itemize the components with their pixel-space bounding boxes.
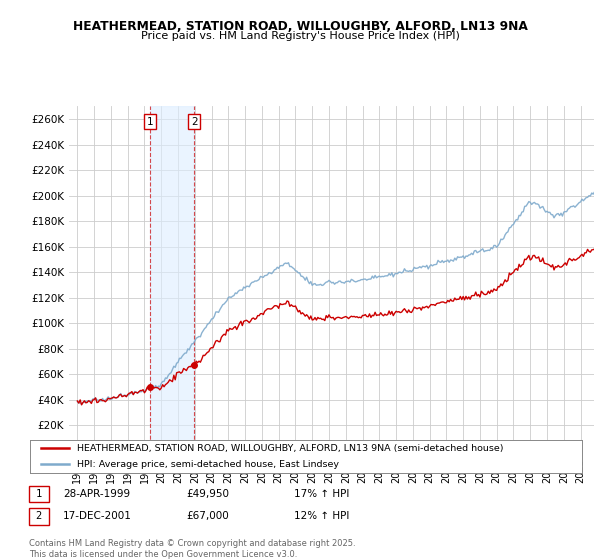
Text: 17% ↑ HPI: 17% ↑ HPI bbox=[294, 489, 349, 499]
Text: HPI: Average price, semi-detached house, East Lindsey: HPI: Average price, semi-detached house,… bbox=[77, 460, 339, 469]
Text: 2: 2 bbox=[35, 511, 42, 521]
Text: £49,950: £49,950 bbox=[186, 489, 229, 499]
Text: HEATHERMEAD, STATION ROAD, WILLOUGHBY, ALFORD, LN13 9NA: HEATHERMEAD, STATION ROAD, WILLOUGHBY, A… bbox=[73, 20, 527, 32]
Text: 1: 1 bbox=[35, 489, 42, 499]
Text: £67,000: £67,000 bbox=[186, 511, 229, 521]
Text: 1: 1 bbox=[146, 116, 153, 127]
Bar bbox=[150, 106, 194, 451]
Text: 17-DEC-2001: 17-DEC-2001 bbox=[63, 511, 132, 521]
Text: Contains HM Land Registry data © Crown copyright and database right 2025.
This d: Contains HM Land Registry data © Crown c… bbox=[29, 539, 355, 559]
Text: 12% ↑ HPI: 12% ↑ HPI bbox=[294, 511, 349, 521]
Text: HEATHERMEAD, STATION ROAD, WILLOUGHBY, ALFORD, LN13 9NA (semi-detached house): HEATHERMEAD, STATION ROAD, WILLOUGHBY, A… bbox=[77, 444, 503, 452]
Text: 28-APR-1999: 28-APR-1999 bbox=[63, 489, 130, 499]
Text: 2: 2 bbox=[191, 116, 197, 127]
Text: Price paid vs. HM Land Registry's House Price Index (HPI): Price paid vs. HM Land Registry's House … bbox=[140, 31, 460, 41]
